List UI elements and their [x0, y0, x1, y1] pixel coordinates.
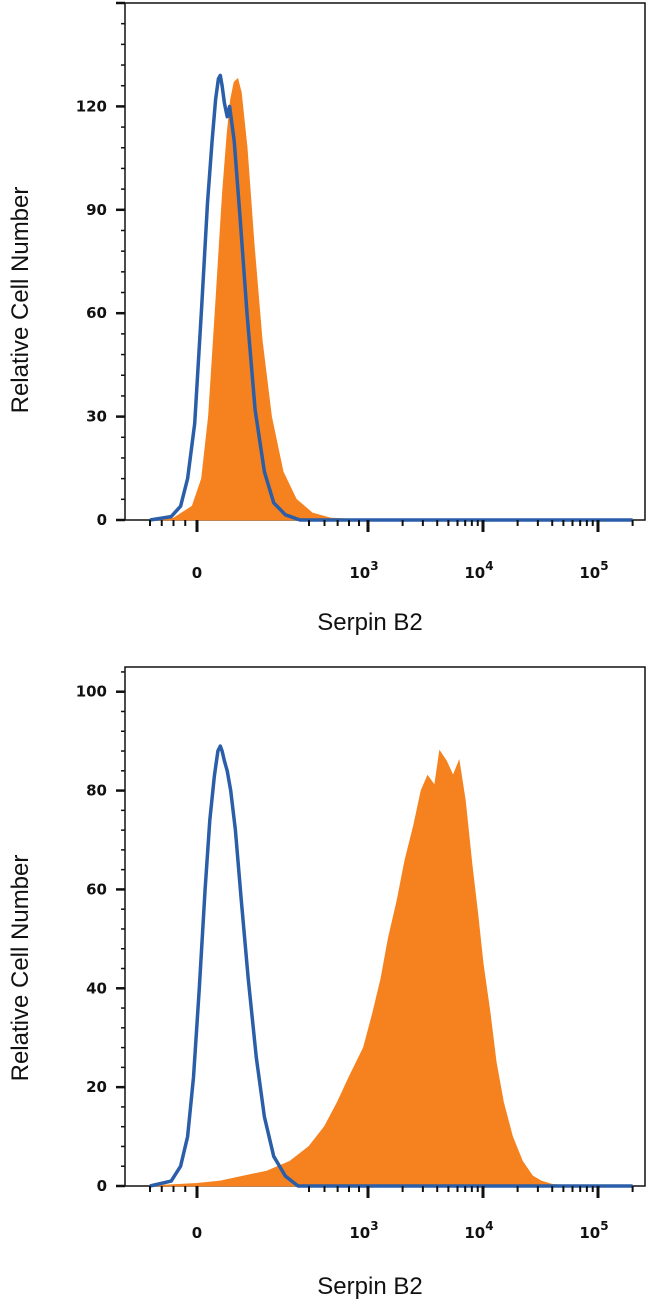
histogram-outline-control — [149, 73, 633, 522]
y-tick-label: 0 — [97, 1177, 107, 1195]
histogram-panel-bottom: 0 20 40 60 80 100 0 103 104 105 Relative Cell Numb… — [7, 666, 646, 1300]
y-tick-label: 30 — [86, 408, 107, 426]
y-tick-label: 100 — [76, 683, 107, 701]
y-tick-label: 40 — [86, 979, 107, 997]
histogram-fill-sample — [149, 749, 633, 1187]
y-tick-label: 120 — [76, 97, 107, 115]
x-tick-label: 103 — [349, 1219, 378, 1242]
x-tick-label: 104 — [464, 1219, 493, 1242]
y-tick-label: 90 — [86, 201, 107, 219]
y-tick-label: 0 — [97, 511, 107, 529]
x-tick-label: 105 — [579, 559, 608, 582]
histogram-panel-top: 0 30 60 90 120 0 103 104 105 Relative Cell Number… — [7, 1, 646, 636]
histogram-fill-sample — [149, 77, 633, 521]
histogram-outline-control — [149, 744, 633, 1188]
x-tick-label: 104 — [464, 559, 493, 582]
y-tick-label: 60 — [86, 880, 107, 898]
y-axis-title: Relative Cell Number — [7, 187, 34, 414]
x-tick-label: 0 — [192, 564, 202, 582]
y-axis-title: Relative Cell Number — [7, 855, 34, 1082]
x-axis-title: Serpin B2 — [317, 1273, 422, 1300]
x-axis-title: Serpin B2 — [317, 609, 422, 636]
y-tick-label: 20 — [86, 1078, 107, 1096]
y-tick-label: 80 — [86, 782, 107, 800]
x-tick-label: 103 — [349, 559, 378, 582]
y-tick-label: 60 — [86, 304, 107, 322]
x-tick-label: 0 — [192, 1224, 202, 1242]
x-tick-label: 105 — [579, 1219, 608, 1242]
